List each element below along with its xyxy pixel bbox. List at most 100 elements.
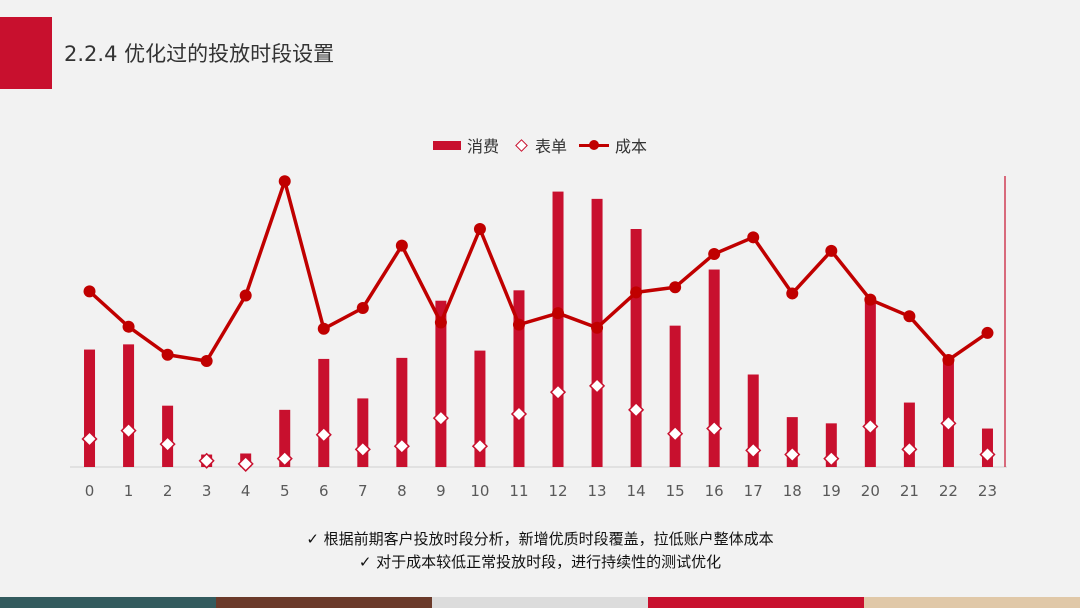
- x-tick-label: 7: [358, 482, 368, 500]
- x-tick-label: 22: [939, 482, 958, 500]
- bar-spend: [84, 349, 96, 467]
- point-cost: [239, 289, 252, 302]
- marker-form: [510, 405, 528, 423]
- bar-spend: [552, 191, 564, 467]
- marker-form: [471, 438, 488, 455]
- point-cost: [473, 223, 486, 236]
- x-tick-label: 6: [319, 482, 329, 500]
- bar-spend: [825, 423, 837, 467]
- marker-form: [784, 446, 801, 463]
- marker-form: [315, 426, 332, 443]
- legend-label-spend: 消费: [466, 137, 499, 156]
- point-cost: [122, 320, 135, 333]
- x-tick-label: 21: [900, 482, 919, 500]
- x-tick-label: 10: [470, 482, 489, 500]
- point-cost: [864, 293, 877, 306]
- marker-form: [706, 420, 723, 437]
- bar-spend: [435, 300, 447, 467]
- point-cost: [356, 301, 369, 314]
- marker-form: [667, 425, 684, 442]
- point-cost: [395, 239, 408, 252]
- marker-form: [901, 441, 918, 458]
- marker-form: [81, 430, 98, 447]
- x-tick-label: 11: [509, 482, 528, 500]
- x-tick-label: 16: [705, 482, 724, 500]
- legend-item-spend: 消费: [432, 133, 499, 157]
- footer-segment: [864, 597, 1080, 608]
- marker-form: [628, 401, 645, 418]
- note-line-1: ✓ 根据前期客户投放时段分析，新增优质时段覆盖，拉低账户整体成本: [306, 530, 774, 548]
- legend-item-form: 表单: [511, 133, 567, 157]
- point-cost: [278, 175, 291, 188]
- x-tick-label: 2: [163, 482, 173, 500]
- x-tick-label: 4: [241, 482, 251, 500]
- point-cost: [512, 318, 525, 331]
- marker-form: [354, 441, 371, 458]
- page-title: 2.2.4 优化过的投放时段设置: [64, 42, 335, 66]
- point-cost: [942, 353, 955, 366]
- marker-form: [745, 442, 762, 459]
- x-tick-label: 23: [978, 482, 997, 500]
- point-cost: [317, 322, 330, 335]
- marker-form: [159, 436, 176, 453]
- bar-spend: [942, 357, 954, 467]
- marker-form: [862, 418, 879, 435]
- point-cost: [161, 348, 174, 361]
- bar-spend: [396, 357, 408, 467]
- marker-form: [198, 452, 215, 469]
- x-tick-label: 14: [627, 482, 646, 500]
- bar-spend: [357, 398, 369, 467]
- note-line-2: ✓ 对于成本较低正常投放时段，进行持续性的测试优化: [358, 553, 722, 571]
- point-cost: [786, 287, 799, 300]
- footer-color-strip: [0, 597, 1080, 608]
- point-cost: [591, 321, 604, 334]
- legend-item-cost: 成本: [579, 133, 647, 157]
- x-tick-label: 17: [744, 482, 763, 500]
- marker-form: [823, 450, 840, 467]
- point-cost: [630, 286, 643, 299]
- x-tick-label: 9: [436, 482, 446, 500]
- point-cost: [708, 247, 721, 260]
- x-tick-label: 5: [280, 482, 290, 500]
- point-cost: [83, 285, 96, 298]
- bar-spend: [630, 229, 642, 467]
- footer-segment: [0, 597, 216, 608]
- marker-form: [393, 438, 410, 455]
- line-cost: [88, 179, 989, 363]
- footer-segment: [216, 597, 432, 608]
- bar-spend: [318, 358, 330, 467]
- marker-form: [940, 415, 957, 432]
- legend-label-cost: 成本: [615, 137, 648, 156]
- bar-spend: [474, 350, 486, 467]
- x-tick-label: 20: [861, 482, 880, 500]
- footer-segment: [432, 597, 648, 608]
- chart-legend: 消费 表单 成本: [0, 133, 1080, 157]
- notes: ✓ 根据前期客户投放时段分析，新增优质时段覆盖，拉低账户整体成本 ✓ 对于成本较…: [0, 528, 1080, 574]
- point-cost: [200, 354, 213, 367]
- x-tick-label: 1: [124, 482, 134, 500]
- marker-form: [276, 450, 293, 467]
- marker-form: [237, 455, 254, 472]
- bar-spend: [786, 417, 798, 467]
- point-cost: [903, 310, 916, 323]
- marker-form: [589, 377, 606, 394]
- marker-form: [979, 446, 996, 463]
- x-tick-label: 18: [783, 482, 802, 500]
- x-tick-label: 12: [548, 482, 567, 500]
- point-cost: [747, 231, 760, 244]
- title-accent-block: [0, 17, 52, 89]
- x-tick-label: 0: [85, 482, 95, 500]
- x-tick-label: 19: [822, 482, 841, 500]
- bar-spend: [747, 374, 759, 467]
- marker-form: [120, 422, 137, 439]
- marker-form: [549, 384, 567, 401]
- point-cost: [434, 316, 447, 329]
- bar-spend: [513, 290, 525, 467]
- bar-spend: [864, 300, 876, 467]
- x-tick-label: 13: [588, 482, 607, 500]
- point-cost: [552, 307, 565, 320]
- bar-spend: [279, 409, 291, 467]
- legend-bar-swatch: [432, 140, 461, 150]
- bar-spend: [669, 325, 681, 467]
- bar-spend: [903, 402, 915, 467]
